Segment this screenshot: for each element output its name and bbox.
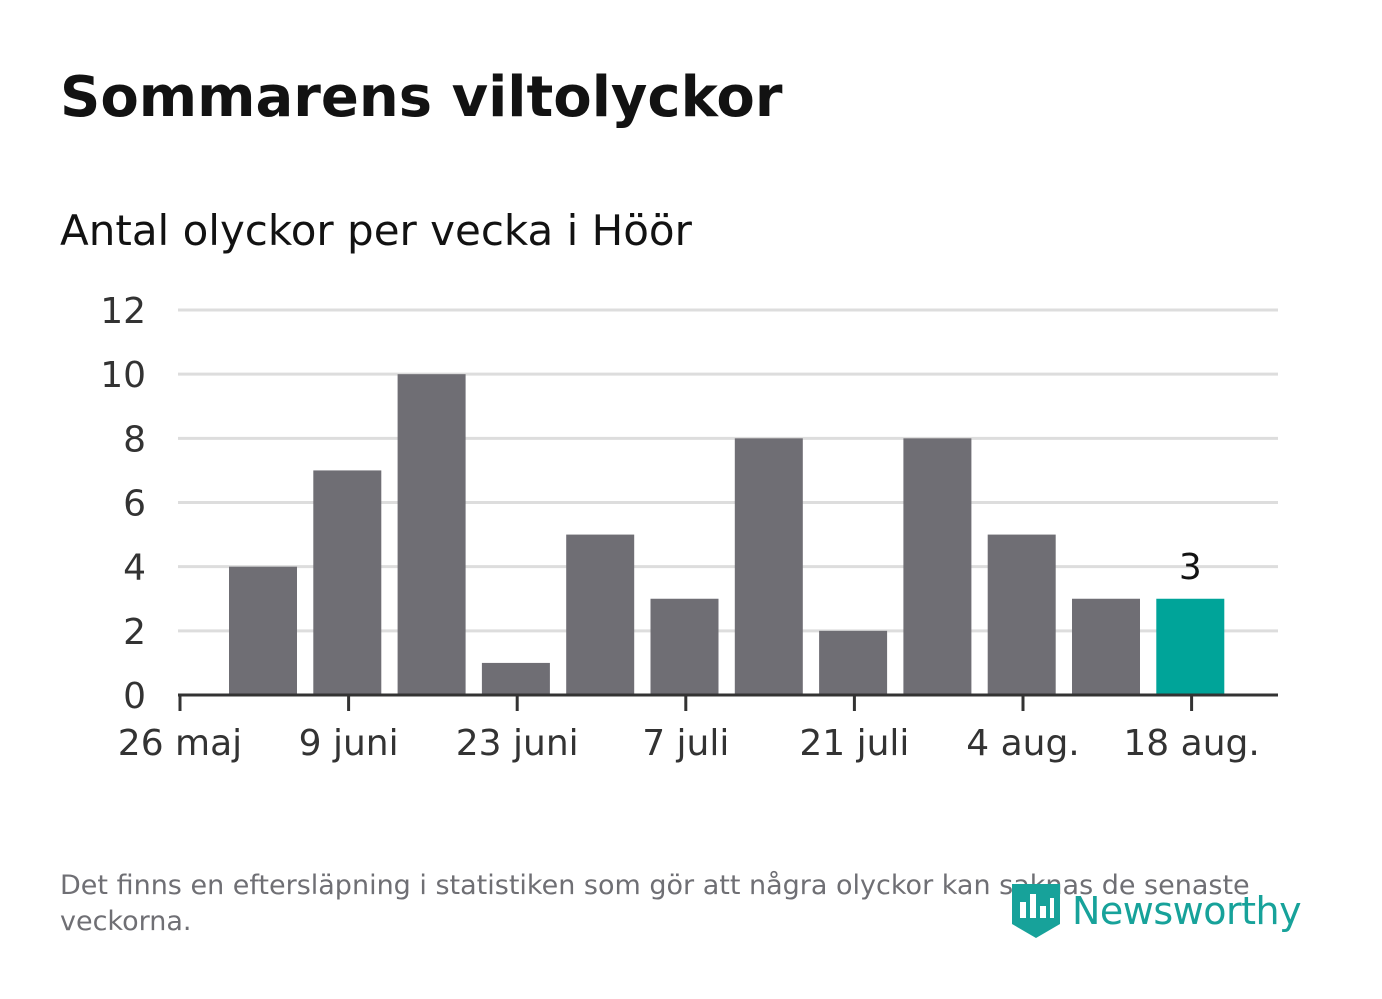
- y-tick-label: 2: [123, 612, 146, 653]
- bar: [1072, 598, 1140, 695]
- bar: [734, 438, 803, 695]
- data-labels: 3: [1179, 547, 1202, 588]
- x-axis: [178, 693, 1278, 711]
- x-axis-tick-labels: 26 maj 9 juni 23 juni 7 juli 21 juli 4 aug. 18…: [118, 723, 1260, 764]
- bar: [313, 470, 382, 695]
- brand-name: Newsworthy: [1072, 889, 1302, 933]
- x-tick-label: 9 juni: [299, 723, 399, 764]
- bar: [566, 534, 635, 695]
- y-tick-label: 12: [100, 291, 146, 332]
- highlighted-bar: [1156, 598, 1225, 695]
- y-tick-label: 10: [100, 355, 146, 396]
- y-tick-label: 6: [123, 484, 146, 525]
- x-tick-label: 23 juni: [456, 723, 579, 764]
- y-tick-label: 4: [123, 548, 146, 589]
- bar: [481, 662, 550, 695]
- bar: [229, 566, 297, 695]
- x-tick-label: 7 juli: [642, 723, 729, 764]
- bar: [903, 438, 972, 695]
- x-tick-label: 21 juli: [799, 723, 909, 764]
- y-axis-tick-labels: 0 2 4 6 8 10 12: [100, 291, 146, 717]
- x-tick-label: 26 maj: [118, 723, 242, 764]
- x-tick-label: 18 aug.: [1123, 723, 1259, 764]
- bar: [987, 534, 1056, 695]
- bar: [819, 630, 888, 695]
- bar-chart: 0 2 4 6 8 10 12 26 maj 9 juni 23 juni 7 juli 21 ju…: [100, 291, 1278, 764]
- y-tick-label: 0: [123, 676, 146, 717]
- y-tick-label: 8: [123, 419, 146, 460]
- chart-subtitle: Antal olyckor per vecka i Höör: [60, 206, 692, 255]
- bar: [397, 374, 466, 695]
- newsworthy-logo-icon: [1012, 884, 1060, 938]
- x-tick-label: 4 aug.: [966, 723, 1080, 764]
- newsworthy-logo: Newsworthy: [1010, 878, 1302, 944]
- chart-title: Sommarens viltolyckor: [60, 65, 783, 130]
- bar: [650, 598, 719, 695]
- bars: [229, 374, 1225, 695]
- data-label: 3: [1179, 547, 1202, 588]
